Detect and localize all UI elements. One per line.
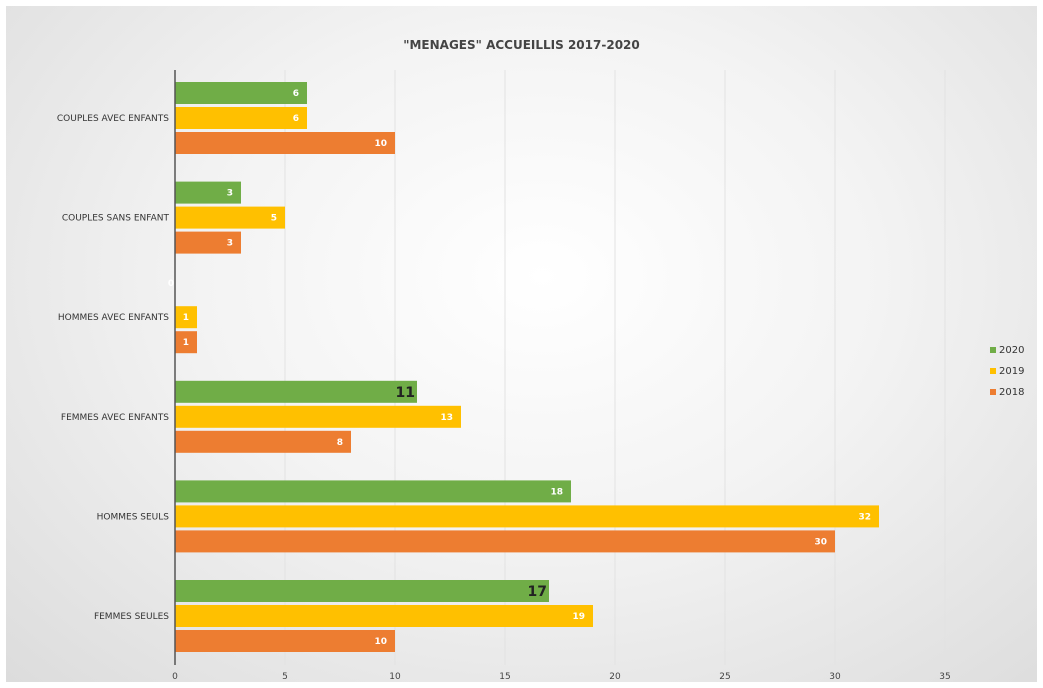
data-label: 3 [227,239,233,249]
bar-2020 [175,181,241,204]
data-label: 18 [550,487,563,497]
bar-2020 [175,82,307,104]
category-label: FEMMES SEULES [94,612,169,622]
bar-2020 [175,380,417,403]
x-tick-label: 10 [389,672,401,682]
category-label: COUPLES AVEC ENFANTS [57,114,169,124]
legend-swatch [990,389,996,395]
data-label: 17 [528,584,547,600]
bar-2019 [175,505,879,528]
data-label: 10 [374,637,387,647]
legend-label: 2020 [999,345,1024,356]
data-label: 30 [814,537,827,547]
legend-label: 2018 [999,387,1024,398]
data-label: 32 [858,512,871,522]
data-label: 1 [183,313,189,323]
chart-title: "MENAGES" ACCUEILLIS 2017-2020 [403,38,640,52]
bar-2019 [175,306,197,329]
bar-2020 [175,480,571,503]
data-label: 1 [183,338,189,348]
legend-swatch [990,347,996,353]
bar-2019 [175,605,593,627]
data-label: 8 [337,438,343,448]
data-label: 5 [271,214,277,224]
bar-2020 [175,580,549,602]
data-label: 11 [396,385,415,401]
data-label: 6 [293,114,299,124]
x-tick-label: 15 [499,672,510,682]
data-label: 6 [293,89,299,99]
x-tick-label: 20 [609,672,621,682]
x-tick-label: 35 [939,672,950,682]
legend[interactable]: 2020 2019 2018 [990,345,1024,398]
category-label: HOMMES AVEC ENFANTS [58,313,169,323]
bar-2019 [175,405,461,428]
bar-2019 [175,107,307,129]
data-label: 3 [227,189,233,199]
data-label: 19 [572,612,585,622]
category-label: HOMMES SEULS [97,512,170,522]
data-label: 10 [374,139,387,149]
category-label: COUPLES SANS ENFANT [62,214,170,224]
x-tick-label: 25 [719,672,730,682]
x-tick-label: 5 [282,672,288,682]
bar-2018 [175,231,241,254]
gridlines [284,70,946,665]
x-axis: 0 5 10 15 20 25 30 35 [172,70,951,682]
bar-2018 [175,530,835,553]
data-label: 13 [440,413,453,423]
bar-2018 [175,331,197,354]
bar-2019 [175,206,285,229]
legend-label: 2019 [999,366,1024,377]
bar-2018 [175,430,351,453]
data-label: 0 [168,279,174,289]
legend-swatch [990,368,996,374]
bar-2018 [175,630,395,652]
category-label: FEMMES AVEC ENFANTS [61,413,169,423]
bar-2018 [175,132,395,154]
x-tick-label: 30 [829,672,841,682]
y-axis: COUPLES AVEC ENFANTS COUPLES SANS ENFANT H… [57,114,170,622]
x-tick-label: 0 [172,672,178,682]
